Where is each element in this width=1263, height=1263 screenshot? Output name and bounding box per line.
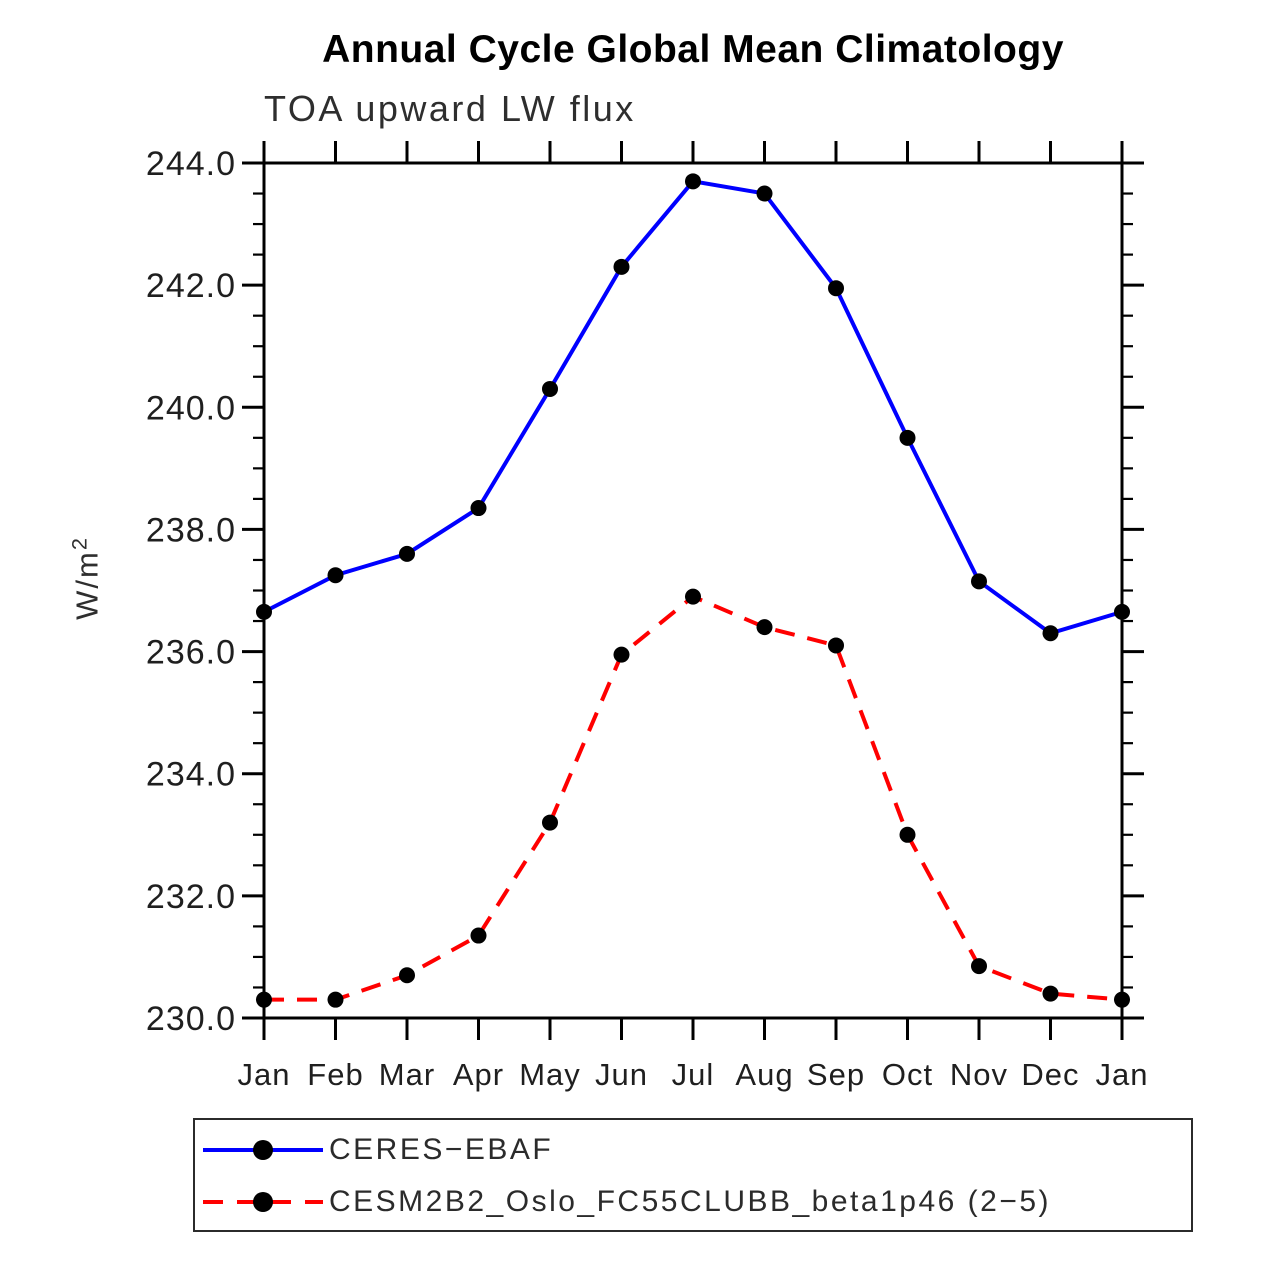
x-tick-label: Dec [1021,1057,1079,1092]
legend-item-ceres-ebaf: CERES−EBAF [199,1132,553,1168]
data-point-marker [828,637,844,654]
y-tick-label: 238.0 [146,511,236,549]
data-point-marker [470,500,487,517]
data-point-marker [470,927,487,944]
data-point-marker [756,619,773,636]
x-tick-label: Nov [950,1057,1008,1092]
legend-marker-dot-icon [253,1192,273,1212]
data-point-marker [399,545,415,562]
data-point-marker [327,991,344,1008]
legend-label-ceres-ebaf: CERES−EBAF [329,1133,554,1166]
y-tick-label: 236.0 [146,634,236,672]
legend: CERES−EBAF CESM2B2_Oslo_FC55CLUBB_beta1p… [193,1118,1193,1232]
data-point-marker [542,380,558,397]
data-point-marker [542,814,558,831]
data-point-marker [613,646,630,663]
series-line-0 [263,179,1123,636]
data-point-marker [756,185,773,202]
y-tick-label: 244.0 [146,145,236,183]
x-tick-label: Feb [307,1057,363,1092]
x-tick-label: Jan [1096,1057,1149,1092]
x-tick-label: Mar [379,1057,435,1092]
x-tick-label: Sep [807,1057,865,1092]
legend-sample-dashed-line-icon [203,1192,323,1212]
data-point-marker [399,967,415,984]
data-point-marker [613,258,630,275]
data-point-marker [1114,603,1130,620]
x-tick-label: Jun [595,1057,648,1092]
y-tick-label: 240.0 [146,389,236,427]
x-tick-label: Jul [672,1057,715,1092]
x-tick-label: Apr [453,1057,504,1092]
data-point-marker [971,958,987,975]
data-point-marker [1114,991,1130,1008]
data-point-marker [256,603,272,620]
y-tick-label: 230.0 [146,1000,236,1038]
chart-subtitle: TOA upward LW flux [264,88,636,129]
x-tick-label: May [519,1057,581,1092]
y-tick-label: 242.0 [146,267,236,305]
data-point-marker [1042,985,1059,1002]
legend-label-cesm2b2: CESM2B2_Oslo_FC55CLUBB_beta1p46 (2−5) [329,1185,1052,1218]
legend-sample-solid-line-icon [203,1140,323,1160]
data-point-marker [685,588,701,605]
y-tick-label: 234.0 [146,756,236,794]
data-point-marker [971,573,987,590]
data-point-marker [1042,625,1059,642]
x-tick-label: Aug [735,1057,793,1092]
x-tick-label: Oct [882,1057,933,1092]
y-tick-label: 232.0 [146,878,236,916]
legend-marker-dot-icon [253,1140,273,1160]
data-point-marker [327,567,344,584]
data-point-marker [899,429,916,446]
series-line-1 [264,594,1123,1002]
chart-title: Annual Cycle Global Mean Climatology [322,28,1064,71]
data-point-marker [685,173,701,190]
data-point-marker [899,826,916,843]
data-point-marker [256,991,272,1008]
x-tick-label: Jan [238,1057,291,1092]
data-point-marker [828,280,844,297]
legend-item-cesm2b2: CESM2B2_Oslo_FC55CLUBB_beta1p46 (2−5) [199,1184,1051,1220]
